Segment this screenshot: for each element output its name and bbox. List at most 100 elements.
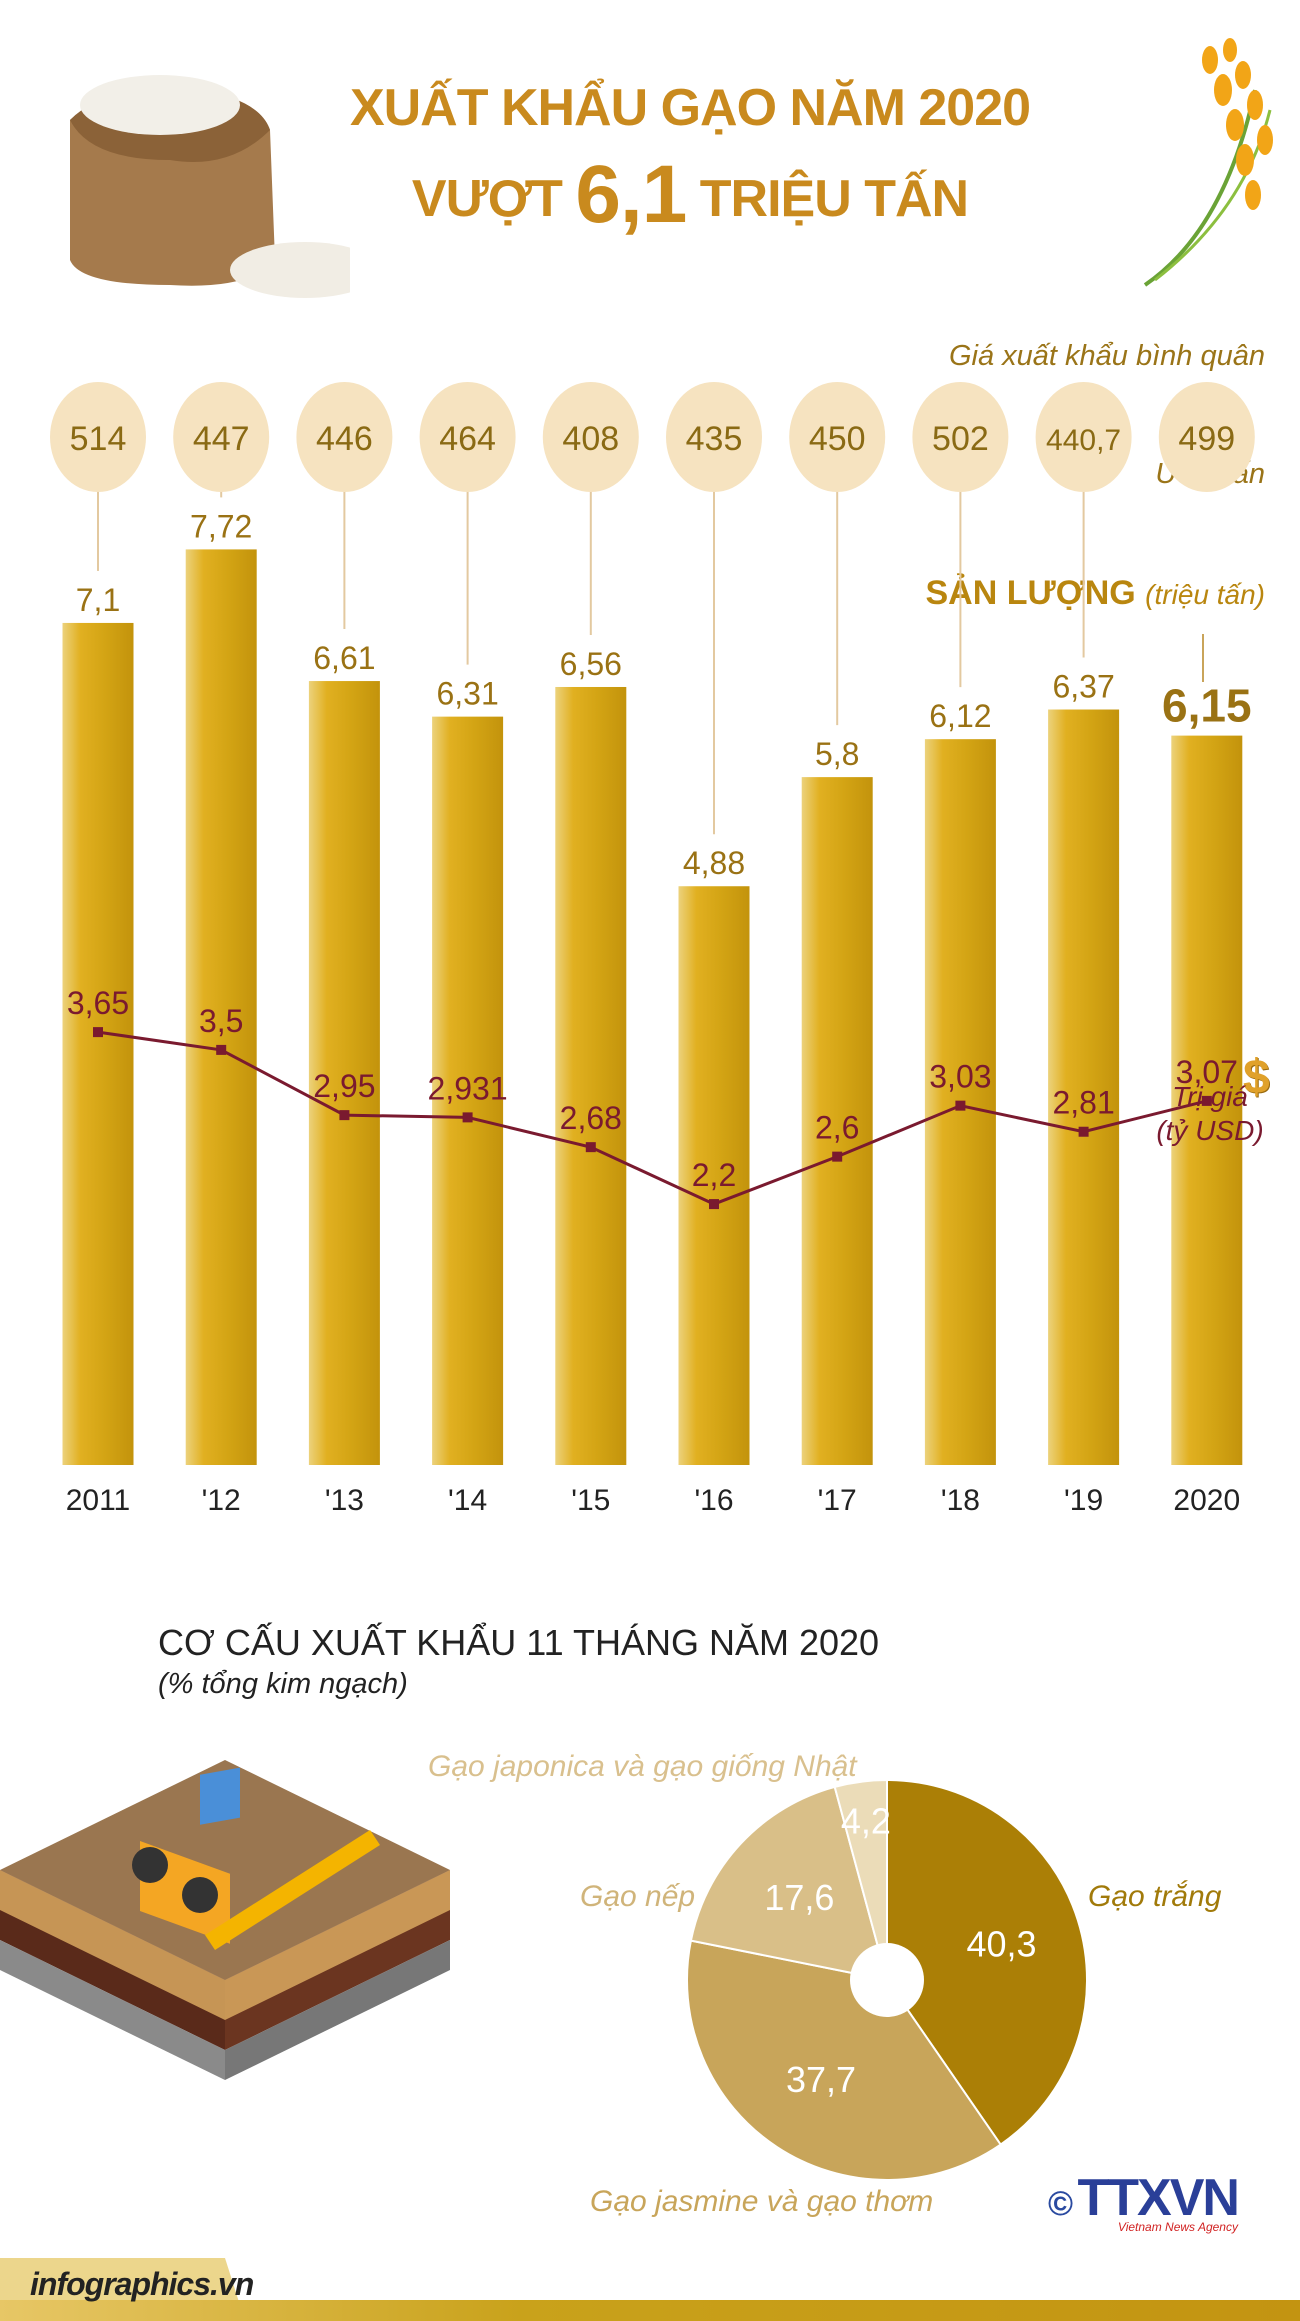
pie-category-label: Gạo trắng <box>1088 1880 1222 1913</box>
price-label: 447 <box>193 420 250 458</box>
value-point <box>93 1027 103 1038</box>
volume-connector-line <box>1202 634 1204 682</box>
pie-category-label: Gạo nếp <box>580 1880 696 1913</box>
volume-label: 4,88 <box>683 845 745 881</box>
pie-slice <box>689 1785 889 1982</box>
pie-category-label: Gạo jasmine và gạo thơm <box>590 2185 934 2218</box>
price-label: 440,7 <box>1046 424 1121 457</box>
value-label: 2,931 <box>428 1070 508 1106</box>
x-tick-label: '18 <box>941 1484 980 1517</box>
value-label: 2,6 <box>815 1110 859 1146</box>
value-label: 3,07 <box>1176 1054 1238 1090</box>
bar-'16 <box>678 886 750 1465</box>
title-prefix: VƯỢT <box>411 170 563 228</box>
pie-title: CƠ CẤU XUẤT KHẨU 11 THÁNG NĂM 2020 <box>158 1622 880 1663</box>
bar-'13 <box>308 681 380 1465</box>
volume-label: 7,72 <box>190 508 252 544</box>
logo-text: TTXVN <box>1077 2169 1240 2227</box>
pie-slice <box>686 1939 1003 2181</box>
footer-site-link[interactable]: infographics.vn <box>30 2266 254 2302</box>
price-bubble <box>296 382 393 492</box>
volume-caption-unit: (triệu tấn) <box>1145 579 1265 610</box>
price-label: 502 <box>932 420 989 458</box>
value-label: 3,5 <box>199 1003 243 1039</box>
volume-label: 6,31 <box>436 676 498 712</box>
price-label: 464 <box>439 420 496 458</box>
rice-stalk-illustration <box>1143 38 1273 287</box>
value-caption-label: Trị giá <box>1172 1081 1248 1112</box>
x-tick-label: '14 <box>448 1484 487 1517</box>
x-tick-label: '13 <box>325 1484 364 1517</box>
x-tick-label: '16 <box>694 1484 733 1517</box>
pie-slice <box>833 1778 888 1981</box>
volume-label: 6,15 <box>1162 680 1252 732</box>
title-suffix: TRIỆU TẤN <box>699 170 969 228</box>
price-bubble <box>419 382 516 492</box>
x-tick-label: '19 <box>1064 1484 1103 1517</box>
x-tick-label: 2020 <box>1173 1484 1240 1517</box>
price-caption: Giá xuất khẩu bình quân <box>948 340 1265 372</box>
value-point <box>1201 1095 1212 1106</box>
title-highlight-number: 6,1 <box>575 149 687 240</box>
price-bubble <box>1158 382 1255 492</box>
value-point <box>462 1112 473 1123</box>
bar-2011 <box>62 622 134 1465</box>
dollar-icon: $ <box>1243 1051 1270 1104</box>
value-point <box>585 1142 596 1153</box>
harvester-illustration <box>0 1760 450 2080</box>
rice-sack-illustration <box>70 75 350 298</box>
value-point <box>1078 1126 1089 1137</box>
volume-label: 6,12 <box>929 698 991 734</box>
price-label: 408 <box>562 420 619 458</box>
price-label: 514 <box>70 420 127 458</box>
x-tick-label: '15 <box>571 1484 610 1517</box>
price-label: 499 <box>1178 420 1235 458</box>
price-bubble <box>173 382 270 492</box>
combo-chart: 514 7,1 2011 447 7,72 '12 446 6,61 '13 464 6,31 '14… <box>50 382 1255 1517</box>
value-label: 3,03 <box>929 1059 991 1095</box>
pie-value-label: 4,2 <box>841 1800 891 1841</box>
value-point <box>216 1044 227 1055</box>
bar-'15 <box>555 686 627 1465</box>
volume-label: 7,1 <box>76 582 120 618</box>
page-subtitle: VƯỢT 6,1 TRIỆU TẤN <box>300 148 1080 242</box>
pie-category-label: Gạo japonica và gạo giống Nhật <box>428 1750 857 1783</box>
price-label: 450 <box>809 420 866 458</box>
price-label: 435 <box>686 420 743 458</box>
volume-label: 5,8 <box>815 736 859 772</box>
page-title: XUẤT KHẨU GẠO NĂM 2020 <box>349 79 1031 137</box>
value-caption: Trị giá (tỷ USD) <box>1155 1080 1265 1148</box>
logo-subtext: Vietnam News Agency <box>1117 2220 1238 2234</box>
bar-'12 <box>185 549 257 1465</box>
pie-slice <box>886 1778 1088 2146</box>
price-bubble <box>912 382 1009 492</box>
price-bubble <box>666 382 762 492</box>
volume-label: 6,61 <box>313 640 375 676</box>
price-bubble <box>789 382 886 492</box>
bar-'19 <box>1048 709 1120 1465</box>
volume-label: 6,56 <box>560 646 622 682</box>
value-label: 2,81 <box>1052 1085 1114 1121</box>
x-tick-label: '12 <box>202 1484 241 1517</box>
value-point <box>955 1100 966 1111</box>
pie-value-label: 17,6 <box>764 1877 834 1918</box>
ttxvn-logo: © TTXVN Vietnam News Agency <box>1048 2168 1240 2234</box>
value-point <box>339 1110 350 1121</box>
x-tick-label: '17 <box>818 1484 857 1517</box>
value-label: 2,68 <box>560 1100 622 1136</box>
price-bubble <box>50 382 146 492</box>
x-tick-label: 2011 <box>66 1484 131 1517</box>
price-bubble <box>1035 382 1132 492</box>
bar-'17 <box>801 777 873 1465</box>
price-label: 446 <box>316 420 373 458</box>
footer-bar <box>0 2300 1300 2321</box>
value-caption-unit: (tỷ USD) <box>1156 1115 1264 1146</box>
copyright-icon: © <box>1048 2185 1074 2223</box>
volume-label: 6,37 <box>1052 669 1114 705</box>
pie-value-label: 40,3 <box>967 1923 1037 1964</box>
value-label: 2,2 <box>692 1157 736 1193</box>
pie-value-label: 37,7 <box>786 2059 856 2100</box>
value-label: 2,95 <box>313 1068 375 1104</box>
